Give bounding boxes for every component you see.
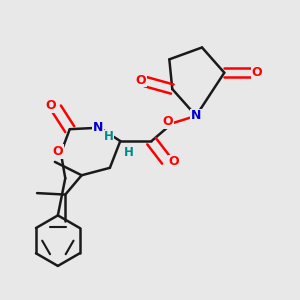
Text: O: O (169, 155, 179, 168)
Text: O: O (163, 115, 173, 128)
Text: H: H (103, 130, 113, 143)
Text: N: N (93, 121, 103, 134)
Text: N: N (191, 109, 201, 122)
Text: O: O (136, 74, 146, 87)
Text: O: O (252, 66, 262, 79)
Text: H: H (124, 146, 134, 160)
Text: O: O (52, 145, 63, 158)
Text: O: O (45, 99, 56, 112)
